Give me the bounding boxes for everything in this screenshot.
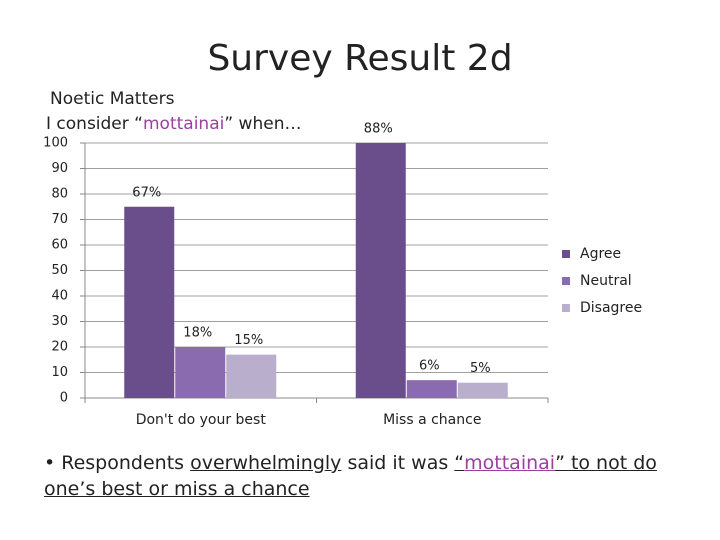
y-tick-label: 100 xyxy=(43,136,68,151)
bar xyxy=(175,347,226,398)
data-label: 88% xyxy=(364,122,393,137)
data-label: 18% xyxy=(183,326,212,341)
x-tick-label: Miss a chance xyxy=(383,412,481,428)
note: Respondents overwhelmingly said it was “… xyxy=(44,450,684,502)
bar xyxy=(406,380,457,398)
note-part: said it was xyxy=(341,452,455,474)
subtitle-part: ” when… xyxy=(224,114,301,134)
bar xyxy=(355,143,406,398)
bar xyxy=(457,382,508,398)
chart-subtitle-2: I consider “mottainai” when… xyxy=(46,114,301,134)
legend-swatch xyxy=(562,304,570,312)
chart-title: Survey Result 2d xyxy=(207,38,512,79)
y-tick-label: 10 xyxy=(51,365,68,380)
note-part: mottainai xyxy=(464,452,556,474)
note-part: Respondents xyxy=(61,452,191,474)
y-tick-label: 0 xyxy=(60,391,68,406)
legend-swatch xyxy=(562,250,570,258)
subtitle-part: I consider “ xyxy=(46,114,143,134)
legend-label: Agree xyxy=(580,246,621,262)
y-tick-label: 90 xyxy=(51,161,68,176)
chart-subtitle: Noetic Matters xyxy=(50,89,175,109)
y-tick-label: 20 xyxy=(51,340,68,355)
data-label: 6% xyxy=(419,359,440,374)
y-tick-label: 60 xyxy=(51,238,68,253)
note-part: overwhelmingly xyxy=(190,452,342,474)
legend-label: Disagree xyxy=(580,300,642,316)
y-tick-label: 80 xyxy=(51,187,68,202)
y-tick-label: 50 xyxy=(51,263,68,278)
legend-swatch xyxy=(562,277,570,285)
y-tick-label: 40 xyxy=(51,289,68,304)
bar xyxy=(226,354,277,398)
note-part: ” to not do one’s best or miss a chance xyxy=(44,452,657,500)
legend-label: Neutral xyxy=(580,273,632,289)
y-tick-label: 70 xyxy=(51,212,68,227)
x-tick-label: Don't do your best xyxy=(136,412,267,428)
y-tick-label: 30 xyxy=(51,314,68,329)
data-label: 5% xyxy=(470,361,491,376)
data-label: 67% xyxy=(132,185,161,200)
subtitle-part: mottainai xyxy=(143,114,224,134)
data-label: 15% xyxy=(234,333,263,348)
note-part: “ xyxy=(454,452,465,474)
bar xyxy=(124,206,175,398)
